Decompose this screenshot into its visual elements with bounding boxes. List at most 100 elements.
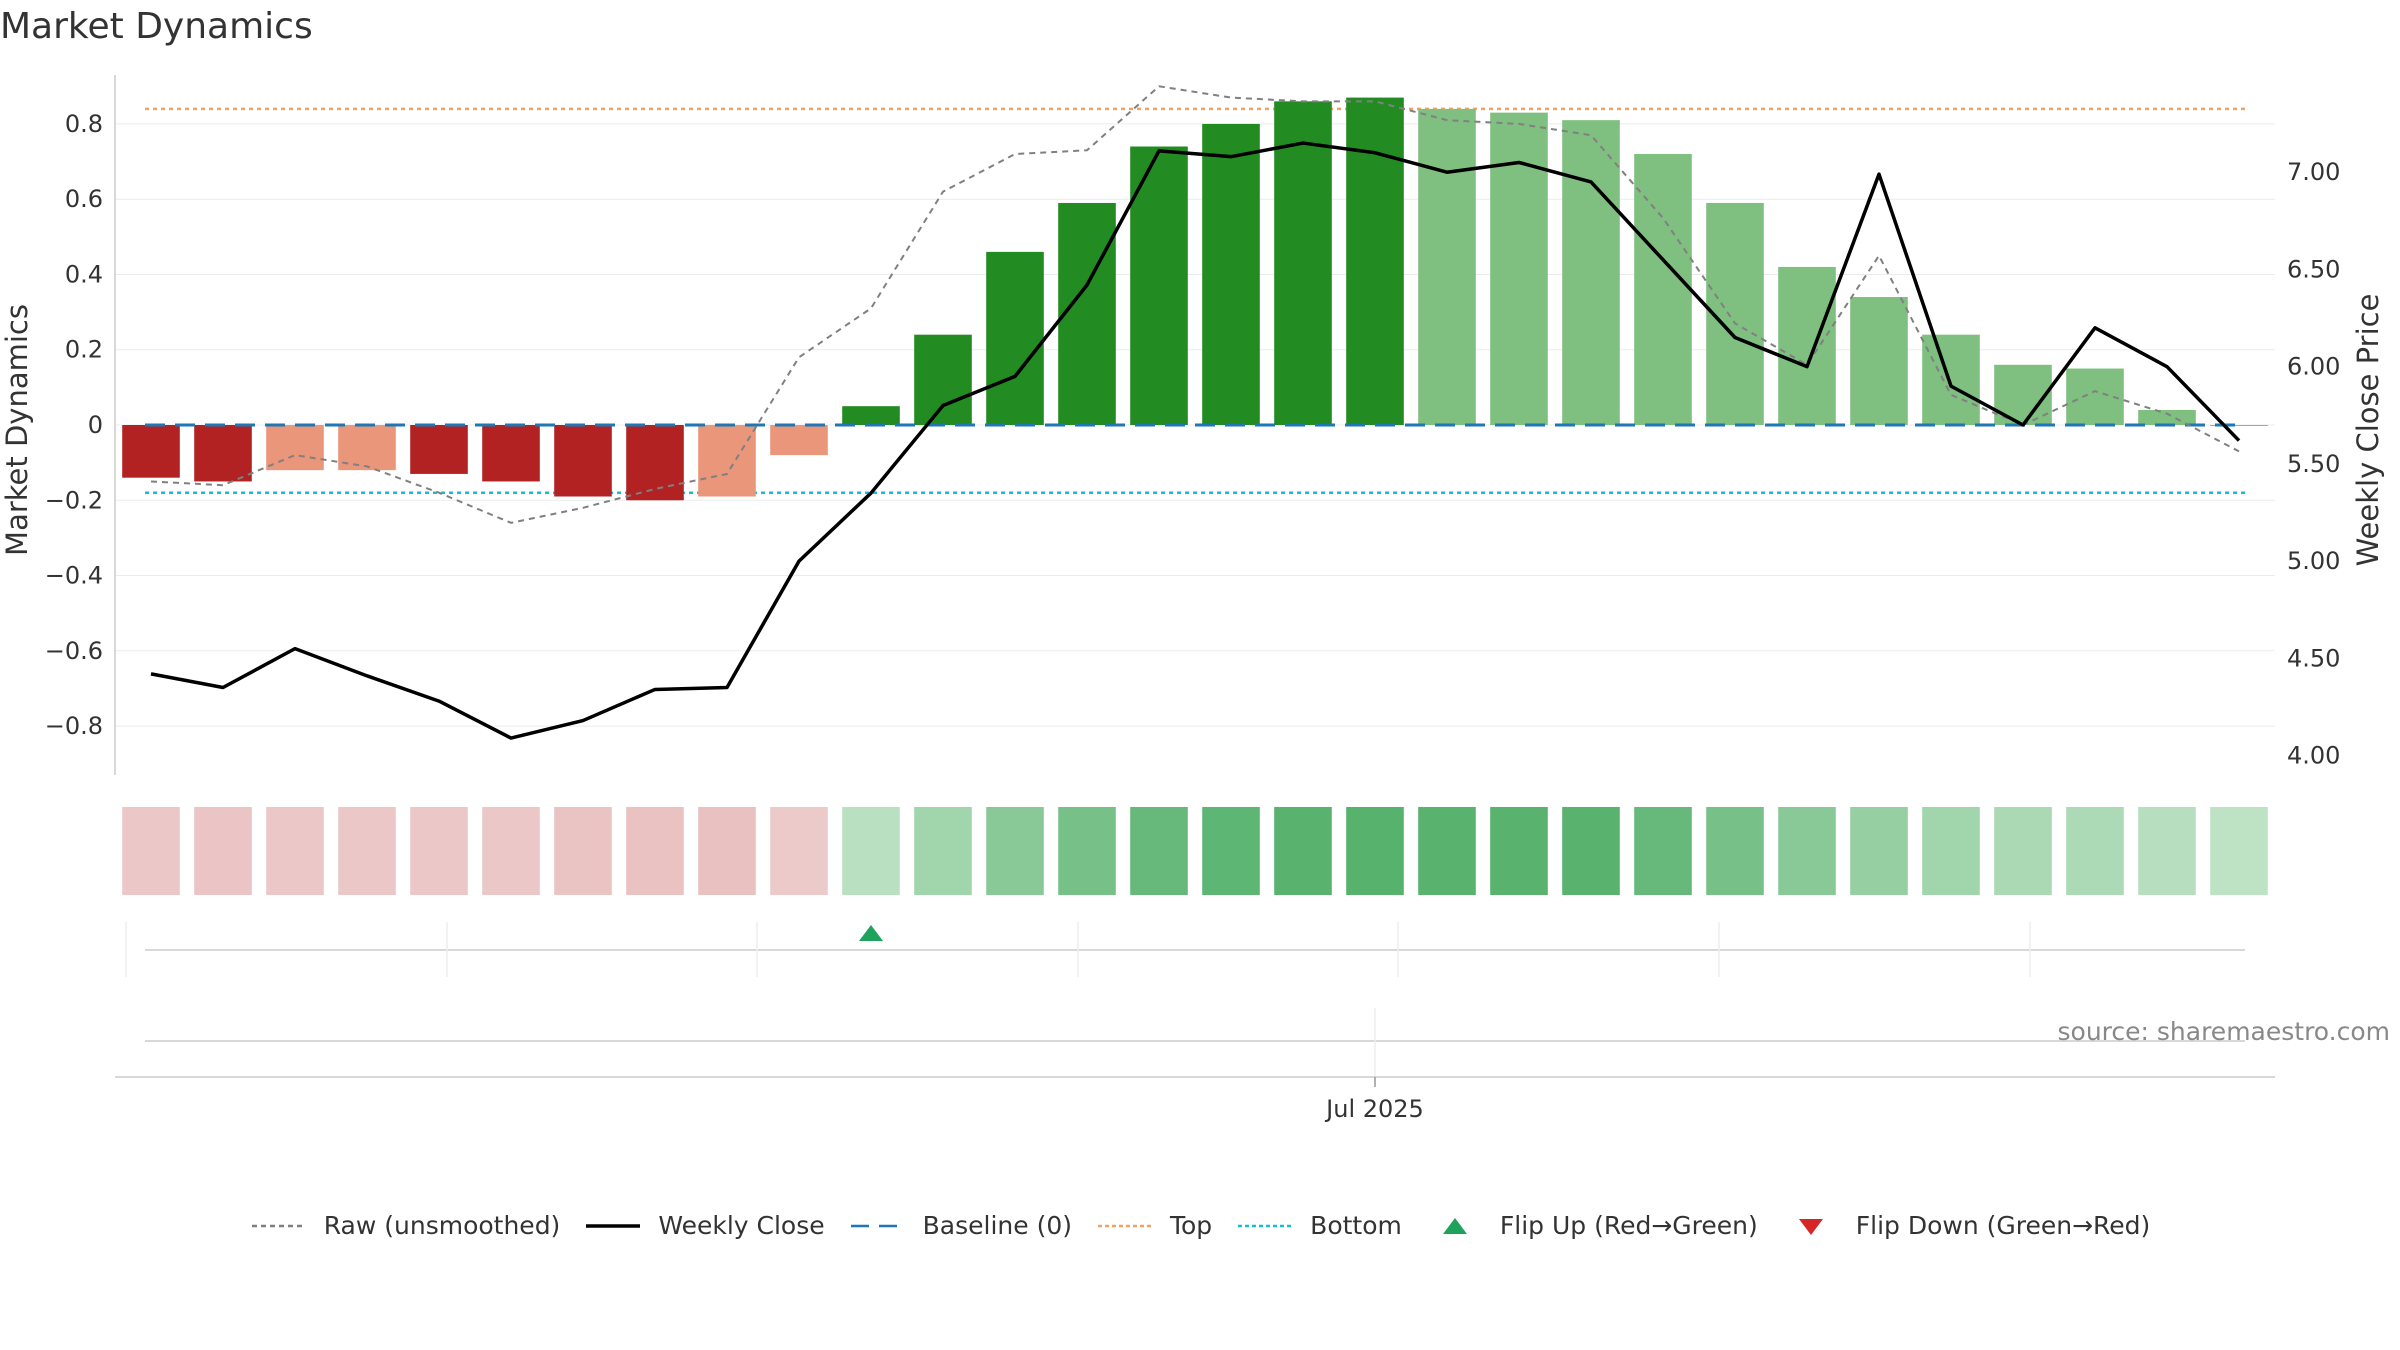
legend-swatch-flip_down xyxy=(1798,1218,1823,1235)
y-axis-title: Market Dynamics xyxy=(0,304,34,556)
heat-cell xyxy=(626,807,684,895)
momentum-bar xyxy=(1490,112,1548,426)
legend-item-baseline: Baseline (0) xyxy=(849,1211,1072,1240)
y-tick-label: −0.4 xyxy=(45,562,103,590)
heat-cell xyxy=(770,807,828,895)
momentum-bar xyxy=(1850,297,1908,425)
momentum-bar xyxy=(266,425,324,471)
momentum-bar xyxy=(626,425,684,501)
momentum-bar xyxy=(1346,97,1404,426)
legend-swatch-flip_up xyxy=(1442,1217,1467,1234)
momentum-bar xyxy=(410,425,468,474)
momentum-bar xyxy=(1562,120,1620,426)
momentum-bar xyxy=(2210,425,2268,426)
strength-heat-strip xyxy=(122,807,2268,895)
y-tick-label: −0.2 xyxy=(45,486,103,514)
legend-swatch-raw xyxy=(251,1224,306,1227)
momentum-bars xyxy=(122,97,2268,501)
legend-item-bottom: Bottom xyxy=(1236,1211,1402,1240)
heat-cell xyxy=(410,807,468,895)
heat-cell xyxy=(2210,807,2268,895)
legend-item-flip_down: Flip Down (Green→Red) xyxy=(1782,1211,2150,1240)
legend-swatch-top xyxy=(1097,1224,1152,1227)
heat-cell xyxy=(986,807,1044,895)
right-axis-ticks: 4.00 4.50 5.00 5.50 6.00 6.50 7.00 xyxy=(2287,158,2340,769)
legend-item-flip_up: Flip Up (Red→Green) xyxy=(1426,1211,1758,1240)
legend-label: Raw (unsmoothed) xyxy=(323,1211,561,1240)
momentum-bar xyxy=(554,425,612,497)
momentum-bar xyxy=(2138,409,2196,425)
y2-tick-label: 6.50 xyxy=(2287,255,2340,283)
legend-label: Top xyxy=(1169,1211,1213,1240)
heat-cell xyxy=(1346,807,1404,895)
heat-cell xyxy=(266,807,324,895)
legend-label: Weekly Close xyxy=(658,1211,825,1240)
heat-cell xyxy=(1202,807,1260,895)
y-tick-label: 0 xyxy=(88,411,103,439)
legend-swatch-bottom xyxy=(1238,1224,1293,1227)
legend: Raw (unsmoothed) Weekly Close Baseline (0)… xyxy=(0,1211,2400,1240)
momentum-bar xyxy=(194,425,252,482)
momentum-bar xyxy=(842,406,900,425)
momentum-bar xyxy=(482,425,540,482)
momentum-bar xyxy=(698,425,756,497)
momentum-bar xyxy=(1922,334,1980,425)
heat-cell xyxy=(1922,807,1980,895)
heat-cell xyxy=(1778,807,1836,895)
momentum-bar xyxy=(1202,123,1260,425)
y-tick-label: 0.4 xyxy=(65,260,103,288)
momentum-bar xyxy=(1130,146,1188,425)
legend-swatch-baseline xyxy=(850,1224,905,1227)
y2-tick-label: 6.00 xyxy=(2287,353,2340,381)
series-lines xyxy=(145,85,2245,740)
heat-cell xyxy=(1562,807,1620,895)
legend-label: Bottom xyxy=(1310,1211,1402,1240)
momentum-bar xyxy=(914,334,972,425)
y-tick-label: −0.6 xyxy=(45,637,103,665)
heat-cell xyxy=(842,807,900,895)
heat-cell xyxy=(2066,807,2124,895)
heat-cell xyxy=(2138,807,2196,895)
flip-marker-panel xyxy=(125,922,2245,977)
heat-cell xyxy=(1490,807,1548,895)
y-tick-label: 0.8 xyxy=(65,110,103,138)
heat-cell xyxy=(1994,807,2052,895)
legend-item-raw: Raw (unsmoothed) xyxy=(250,1211,561,1240)
heat-cell xyxy=(338,807,396,895)
weekly-close-line xyxy=(150,141,2241,740)
legend-label: Baseline (0) xyxy=(922,1211,1072,1240)
momentum-bar xyxy=(1778,266,1836,425)
heat-cell xyxy=(1130,807,1188,895)
y-tick-label: −0.8 xyxy=(45,712,103,740)
momentum-bar xyxy=(122,425,180,478)
y2-tick-label: 4.00 xyxy=(2287,742,2340,770)
y-tick-label: 0.2 xyxy=(65,336,103,364)
reference-lines xyxy=(145,107,2245,494)
y2-tick-label: 5.50 xyxy=(2287,450,2340,478)
y2-axis-title: Weekly Close Price xyxy=(2351,294,2385,567)
y2-tick-label: 5.00 xyxy=(2287,547,2340,575)
x-tick-label: Jul 2025 xyxy=(1324,1095,1424,1123)
momentum-bar xyxy=(770,425,828,456)
momentum-bar xyxy=(1274,101,1332,425)
source-note: source: sharemaestro.com xyxy=(2058,1017,2391,1046)
heat-cell xyxy=(122,807,180,895)
grid-lines xyxy=(115,123,2275,727)
left-axis-ticks: −0.8 −0.6 −0.4 −0.2 0 0.2 0.4 0.6 0.8 xyxy=(45,110,103,740)
timeline-panel xyxy=(115,1008,2275,1087)
heat-cell xyxy=(1634,807,1692,895)
heat-cell xyxy=(482,807,540,895)
y2-tick-label: 7.00 xyxy=(2287,158,2340,186)
heat-cell xyxy=(914,807,972,895)
heat-cell xyxy=(1274,807,1332,895)
flip-up-marker xyxy=(859,925,883,941)
legend-item-top: Top xyxy=(1096,1211,1212,1240)
momentum-bar xyxy=(1058,202,1116,425)
legend-swatch-close xyxy=(586,1223,641,1228)
heat-cell xyxy=(1850,807,1908,895)
chart-title: Market Dynamics xyxy=(0,6,313,47)
y-tick-label: 0.6 xyxy=(65,185,103,213)
heat-cell xyxy=(1058,807,1116,895)
heat-cell xyxy=(1706,807,1764,895)
